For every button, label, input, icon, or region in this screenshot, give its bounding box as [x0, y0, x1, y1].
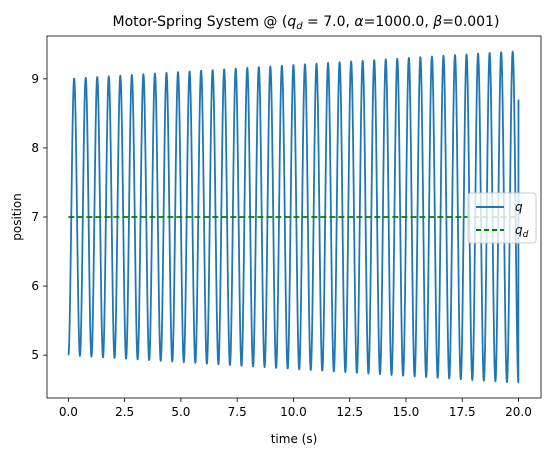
legend: q qd — [467, 192, 537, 244]
x-tick-label: 15.0 — [393, 405, 420, 419]
title-beta-symbol: β — [432, 14, 442, 30]
title-qd-symbol: q — [287, 14, 296, 30]
legend-label-q: q — [515, 200, 523, 214]
legend-label-qd: qd — [515, 223, 529, 240]
x-axis-ticks: 0.0 2.5 5.0 7.5 10.0 12.5 15.0 17.5 20.0 — [59, 398, 532, 419]
x-tick-label: 2.5 — [115, 405, 134, 419]
title-qd-part: = 7.0, — [303, 14, 355, 30]
x-tick-label: 12.5 — [336, 405, 363, 419]
series-line-q — [67, 50, 520, 384]
title-alpha-symbol: α — [354, 14, 364, 30]
y-tick-label: 6 — [31, 279, 39, 293]
title-qd-subscript: d — [296, 21, 303, 32]
x-tick-label: 7.5 — [228, 405, 247, 419]
plot-area — [67, 50, 520, 384]
title-prefix: Motor-Spring System @ ( — [113, 14, 288, 30]
y-tick-label: 5 — [31, 348, 39, 362]
y-axis-ticks: 5 6 7 8 9 — [31, 72, 47, 362]
chart-title: Motor-Spring System @ (qd = 7.0, α=1000.… — [113, 14, 500, 32]
y-axis-label: position — [10, 193, 24, 241]
y-tick-label: 9 — [31, 72, 39, 86]
y-tick-label: 8 — [31, 141, 39, 155]
x-tick-label: 20.0 — [505, 405, 532, 419]
y-tick-label: 7 — [31, 210, 39, 224]
x-tick-label: 0.0 — [59, 405, 78, 419]
legend-label-qd-symbol: q — [515, 223, 523, 237]
x-tick-label: 17.5 — [449, 405, 476, 419]
x-tick-label: 10.0 — [280, 405, 307, 419]
x-axis-label: time (s) — [271, 432, 318, 446]
legend-label-qd-subscript: d — [523, 230, 529, 240]
title-beta-part: =0.001) — [442, 14, 499, 30]
title-alpha-part: =1000.0, — [364, 14, 434, 30]
x-tick-label: 5.0 — [171, 405, 190, 419]
